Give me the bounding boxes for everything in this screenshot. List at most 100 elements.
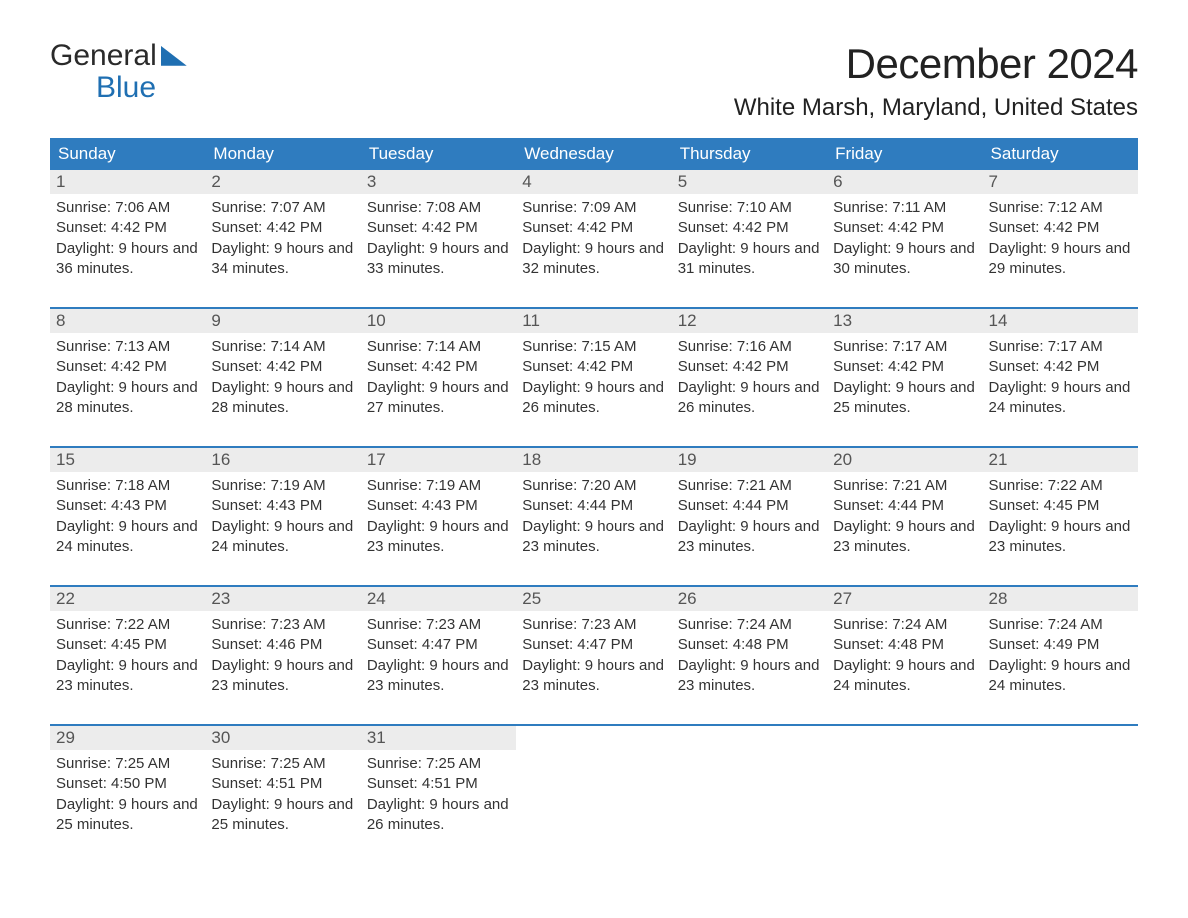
sunrise-text: Sunrise: 7:20 AM bbox=[522, 476, 665, 496]
day-cell: Sunrise: 7:20 AMSunset: 4:44 PMDaylight:… bbox=[516, 472, 671, 564]
sunset-text: Sunset: 4:42 PM bbox=[367, 357, 510, 377]
day-number: 5 bbox=[672, 170, 827, 194]
weekday-header: Friday bbox=[827, 138, 982, 170]
day-number: 13 bbox=[827, 308, 982, 333]
sunset-text: Sunset: 4:42 PM bbox=[678, 357, 821, 377]
sunset-text: Sunset: 4:48 PM bbox=[833, 635, 976, 655]
sunset-text: Sunset: 4:44 PM bbox=[833, 496, 976, 516]
day-number bbox=[672, 725, 827, 750]
day-number bbox=[516, 725, 671, 750]
day-data-row: Sunrise: 7:18 AMSunset: 4:43 PMDaylight:… bbox=[50, 472, 1138, 564]
day-cell bbox=[983, 750, 1138, 842]
day-number: 23 bbox=[205, 586, 360, 611]
day-number: 29 bbox=[50, 725, 205, 750]
page-header: General Blue December 2024 White Marsh, … bbox=[50, 40, 1138, 122]
sunrise-text: Sunrise: 7:06 AM bbox=[56, 198, 199, 218]
day-cell: Sunrise: 7:07 AMSunset: 4:42 PMDaylight:… bbox=[205, 194, 360, 286]
daylight-text: Daylight: 9 hours and 23 minutes. bbox=[678, 656, 821, 697]
calendar-table: SundayMondayTuesdayWednesdayThursdayFrid… bbox=[50, 138, 1138, 842]
sunset-text: Sunset: 4:42 PM bbox=[211, 357, 354, 377]
day-number: 18 bbox=[516, 447, 671, 472]
sunrise-text: Sunrise: 7:16 AM bbox=[678, 337, 821, 357]
day-number: 21 bbox=[983, 447, 1138, 472]
day-cell: Sunrise: 7:23 AMSunset: 4:47 PMDaylight:… bbox=[361, 611, 516, 703]
day-number: 24 bbox=[361, 586, 516, 611]
location-subtitle: White Marsh, Maryland, United States bbox=[734, 94, 1138, 122]
daylight-text: Daylight: 9 hours and 24 minutes. bbox=[211, 517, 354, 558]
sunset-text: Sunset: 4:47 PM bbox=[522, 635, 665, 655]
sunrise-text: Sunrise: 7:09 AM bbox=[522, 198, 665, 218]
daylight-text: Daylight: 9 hours and 32 minutes. bbox=[522, 239, 665, 280]
sunset-text: Sunset: 4:51 PM bbox=[367, 774, 510, 794]
day-number-row: 22232425262728 bbox=[50, 586, 1138, 611]
day-cell: Sunrise: 7:23 AMSunset: 4:46 PMDaylight:… bbox=[205, 611, 360, 703]
day-number: 9 bbox=[205, 308, 360, 333]
sunrise-text: Sunrise: 7:25 AM bbox=[56, 754, 199, 774]
daylight-text: Daylight: 9 hours and 31 minutes. bbox=[678, 239, 821, 280]
sunrise-text: Sunrise: 7:10 AM bbox=[678, 198, 821, 218]
sunrise-text: Sunrise: 7:19 AM bbox=[367, 476, 510, 496]
sunrise-text: Sunrise: 7:08 AM bbox=[367, 198, 510, 218]
day-number: 2 bbox=[205, 170, 360, 194]
day-cell: Sunrise: 7:22 AMSunset: 4:45 PMDaylight:… bbox=[50, 611, 205, 703]
sunrise-text: Sunrise: 7:15 AM bbox=[522, 337, 665, 357]
day-cell: Sunrise: 7:12 AMSunset: 4:42 PMDaylight:… bbox=[983, 194, 1138, 286]
day-cell bbox=[516, 750, 671, 842]
day-cell bbox=[672, 750, 827, 842]
sunrise-text: Sunrise: 7:14 AM bbox=[211, 337, 354, 357]
day-number: 3 bbox=[361, 170, 516, 194]
day-number-row: 15161718192021 bbox=[50, 447, 1138, 472]
daylight-text: Daylight: 9 hours and 24 minutes. bbox=[56, 517, 199, 558]
day-cell: Sunrise: 7:17 AMSunset: 4:42 PMDaylight:… bbox=[983, 333, 1138, 425]
daylight-text: Daylight: 9 hours and 25 minutes. bbox=[211, 795, 354, 836]
sunset-text: Sunset: 4:42 PM bbox=[989, 218, 1132, 238]
day-cell: Sunrise: 7:14 AMSunset: 4:42 PMDaylight:… bbox=[361, 333, 516, 425]
sunset-text: Sunset: 4:42 PM bbox=[56, 218, 199, 238]
daylight-text: Daylight: 9 hours and 26 minutes. bbox=[367, 795, 510, 836]
logo: General Blue bbox=[50, 40, 187, 103]
day-cell: Sunrise: 7:19 AMSunset: 4:43 PMDaylight:… bbox=[361, 472, 516, 564]
sunrise-text: Sunrise: 7:22 AM bbox=[56, 615, 199, 635]
day-cell: Sunrise: 7:25 AMSunset: 4:51 PMDaylight:… bbox=[361, 750, 516, 842]
month-title: December 2024 bbox=[734, 40, 1138, 88]
daylight-text: Daylight: 9 hours and 34 minutes. bbox=[211, 239, 354, 280]
daylight-text: Daylight: 9 hours and 28 minutes. bbox=[211, 378, 354, 419]
day-number: 31 bbox=[361, 725, 516, 750]
daylight-text: Daylight: 9 hours and 24 minutes. bbox=[989, 378, 1132, 419]
daylight-text: Daylight: 9 hours and 23 minutes. bbox=[522, 656, 665, 697]
day-number: 12 bbox=[672, 308, 827, 333]
day-number: 4 bbox=[516, 170, 671, 194]
day-number: 15 bbox=[50, 447, 205, 472]
sunrise-text: Sunrise: 7:25 AM bbox=[367, 754, 510, 774]
day-number-row: 1234567 bbox=[50, 170, 1138, 194]
day-cell: Sunrise: 7:13 AMSunset: 4:42 PMDaylight:… bbox=[50, 333, 205, 425]
sunrise-text: Sunrise: 7:13 AM bbox=[56, 337, 199, 357]
day-cell bbox=[827, 750, 982, 842]
flag-icon bbox=[161, 46, 187, 66]
week-separator bbox=[50, 703, 1138, 725]
daylight-text: Daylight: 9 hours and 24 minutes. bbox=[989, 656, 1132, 697]
day-cell: Sunrise: 7:17 AMSunset: 4:42 PMDaylight:… bbox=[827, 333, 982, 425]
daylight-text: Daylight: 9 hours and 23 minutes. bbox=[989, 517, 1132, 558]
day-cell: Sunrise: 7:25 AMSunset: 4:50 PMDaylight:… bbox=[50, 750, 205, 842]
sunset-text: Sunset: 4:42 PM bbox=[833, 218, 976, 238]
sunrise-text: Sunrise: 7:19 AM bbox=[211, 476, 354, 496]
sunrise-text: Sunrise: 7:17 AM bbox=[833, 337, 976, 357]
sunset-text: Sunset: 4:51 PM bbox=[211, 774, 354, 794]
weekday-header: Tuesday bbox=[361, 138, 516, 170]
sunrise-text: Sunrise: 7:12 AM bbox=[989, 198, 1132, 218]
sunrise-text: Sunrise: 7:23 AM bbox=[522, 615, 665, 635]
day-cell: Sunrise: 7:11 AMSunset: 4:42 PMDaylight:… bbox=[827, 194, 982, 286]
sunrise-text: Sunrise: 7:18 AM bbox=[56, 476, 199, 496]
day-cell: Sunrise: 7:24 AMSunset: 4:48 PMDaylight:… bbox=[672, 611, 827, 703]
day-cell: Sunrise: 7:21 AMSunset: 4:44 PMDaylight:… bbox=[827, 472, 982, 564]
day-number: 30 bbox=[205, 725, 360, 750]
sunset-text: Sunset: 4:47 PM bbox=[367, 635, 510, 655]
weekday-header: Monday bbox=[205, 138, 360, 170]
day-cell: Sunrise: 7:24 AMSunset: 4:49 PMDaylight:… bbox=[983, 611, 1138, 703]
day-number: 26 bbox=[672, 586, 827, 611]
logo-word-1: General bbox=[50, 40, 157, 72]
day-data-row: Sunrise: 7:06 AMSunset: 4:42 PMDaylight:… bbox=[50, 194, 1138, 286]
day-number: 14 bbox=[983, 308, 1138, 333]
day-number: 28 bbox=[983, 586, 1138, 611]
